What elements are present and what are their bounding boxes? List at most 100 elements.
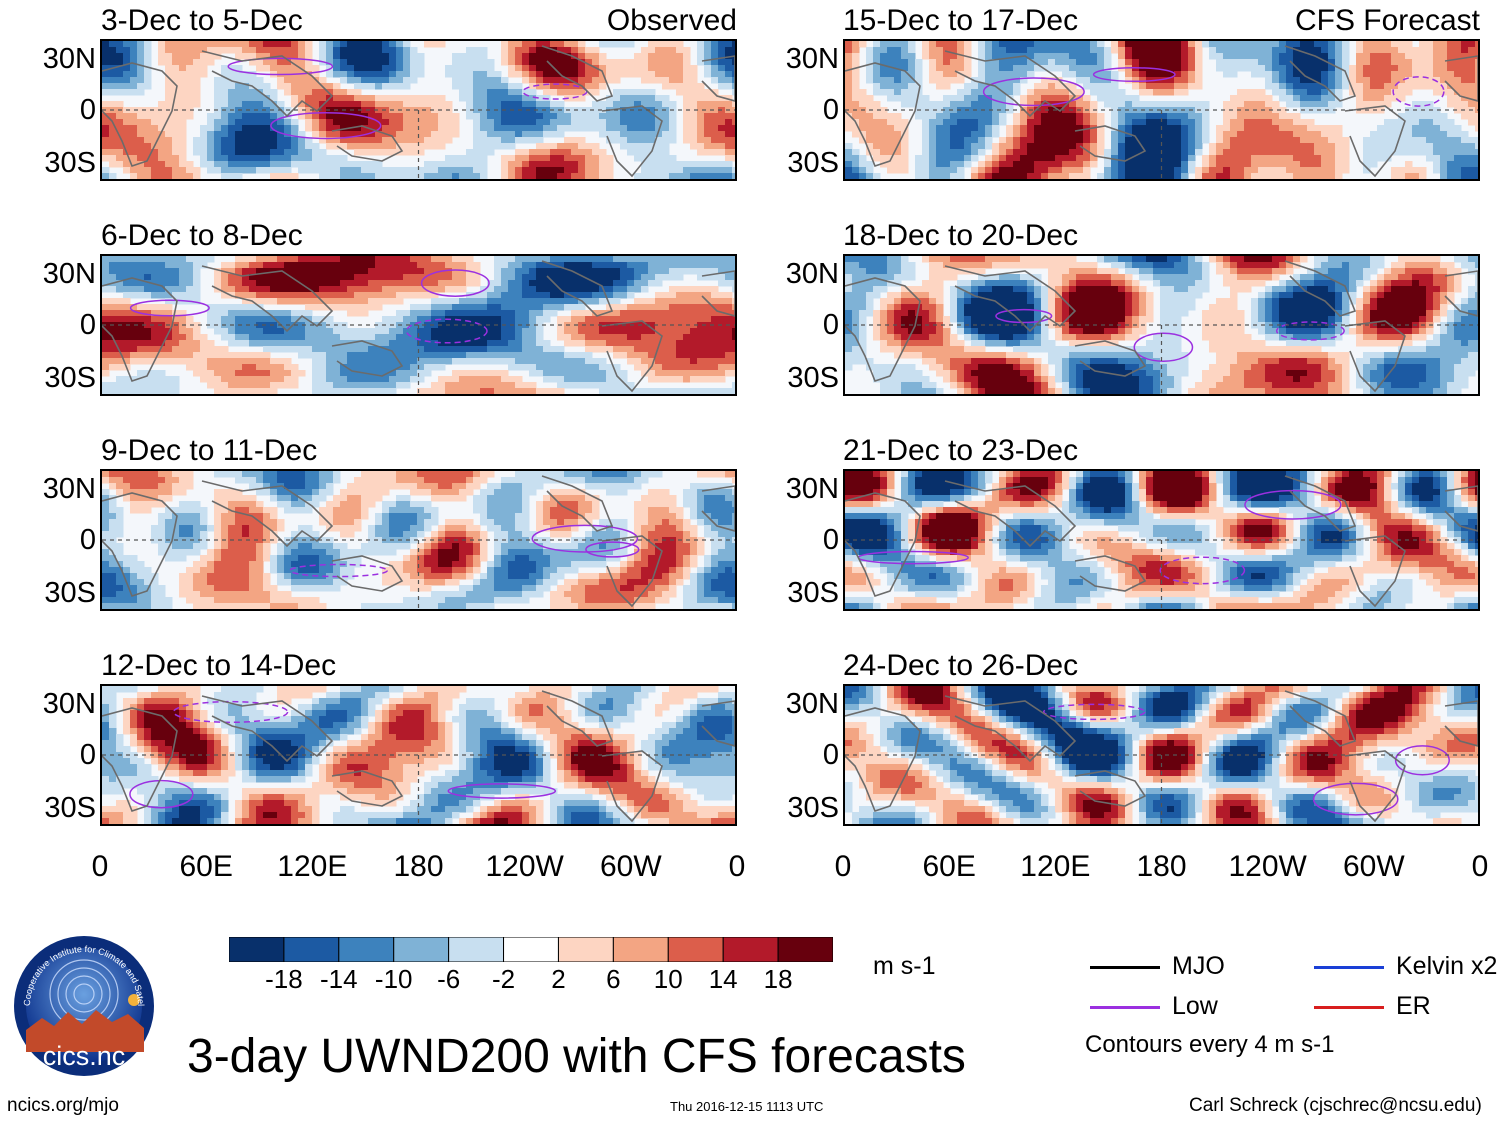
field-cell [221, 101, 229, 108]
field-cell [655, 328, 663, 335]
field-cell [732, 286, 735, 293]
field-cell [277, 131, 285, 138]
field-cell [123, 262, 131, 269]
field-cell [452, 53, 460, 60]
field-cell [389, 286, 397, 293]
field-cell [214, 95, 222, 102]
field-cell [557, 561, 565, 568]
field-cell [396, 561, 404, 568]
field-cell [242, 519, 250, 526]
field-cell [123, 310, 131, 317]
field-cell [543, 340, 551, 347]
field-cell [725, 161, 733, 168]
field-cell [501, 119, 509, 126]
field-cell [305, 101, 313, 108]
field-cell [620, 579, 628, 586]
field-cell [732, 155, 735, 162]
field-cell [501, 89, 509, 96]
field-cell [620, 131, 628, 138]
field-cell [291, 143, 299, 150]
field-cell [242, 167, 250, 174]
field-cell [368, 77, 376, 84]
field-cell [655, 155, 663, 162]
field-cell [284, 89, 292, 96]
field-cell [655, 507, 663, 514]
field-cell [361, 107, 369, 114]
field-cell [333, 328, 341, 335]
field-cell [235, 573, 243, 580]
field-cell [179, 173, 187, 179]
field-cell [424, 256, 432, 263]
field-cell [151, 131, 159, 138]
field-cell [529, 107, 537, 114]
field-cell [431, 286, 439, 293]
field-cell [466, 155, 474, 162]
field-cell [445, 304, 453, 311]
field-cell [424, 507, 432, 514]
field-cell [270, 262, 278, 269]
field-cell [116, 376, 124, 383]
field-cell [256, 280, 264, 287]
field-cell [543, 543, 551, 550]
field-cell [319, 382, 327, 389]
field-cell [312, 334, 320, 341]
field-cell [501, 334, 509, 341]
field-cell [368, 298, 376, 305]
field-cell [697, 298, 705, 305]
field-cell [144, 489, 152, 496]
field-cell [487, 71, 495, 78]
field-cell [592, 161, 600, 168]
field-cell [200, 47, 208, 54]
field-cell [620, 262, 628, 269]
field-cell [711, 298, 719, 305]
field-cell [354, 561, 362, 568]
field-cell [508, 483, 516, 490]
field-cell [536, 65, 544, 72]
field-cell [438, 316, 446, 323]
field-cell [704, 95, 712, 102]
field-cell [277, 256, 285, 263]
field-cell [235, 561, 243, 568]
field-cell [655, 119, 663, 126]
field-cell [683, 83, 691, 90]
field-cell [711, 346, 719, 353]
field-cell [613, 286, 621, 293]
field-cell [585, 83, 593, 90]
field-cell [263, 274, 271, 281]
field-cell [578, 477, 586, 484]
field-cell [515, 167, 523, 174]
field-cell [200, 537, 208, 544]
field-cell [606, 567, 614, 574]
field-cell [151, 304, 159, 311]
field-cell [571, 71, 579, 78]
field-cell [480, 334, 488, 341]
field-cell [550, 573, 558, 580]
field-cell [396, 501, 404, 508]
field-cell [683, 131, 691, 138]
field-cell [130, 137, 138, 144]
field-cell [263, 513, 271, 520]
field-cell [389, 525, 397, 532]
field-cell [585, 483, 593, 490]
field-cell [634, 119, 642, 126]
field-cell [179, 507, 187, 514]
field-cell [641, 268, 649, 275]
field-cell [368, 107, 376, 114]
field-cell [410, 489, 418, 496]
field-cell [396, 316, 404, 323]
field-cell [480, 489, 488, 496]
field-cell [396, 256, 404, 263]
field-cell [382, 41, 390, 48]
field-cell [403, 292, 411, 299]
field-cell [249, 483, 257, 490]
field-cell [648, 573, 656, 580]
field-cell [550, 543, 558, 550]
field-cell [333, 53, 341, 60]
field-cell [515, 53, 523, 60]
field-cell [130, 358, 138, 365]
field-cell [221, 304, 229, 311]
field-cell [284, 382, 292, 389]
field-cell [242, 89, 250, 96]
field-cell [641, 101, 649, 108]
field-cell [578, 59, 586, 66]
